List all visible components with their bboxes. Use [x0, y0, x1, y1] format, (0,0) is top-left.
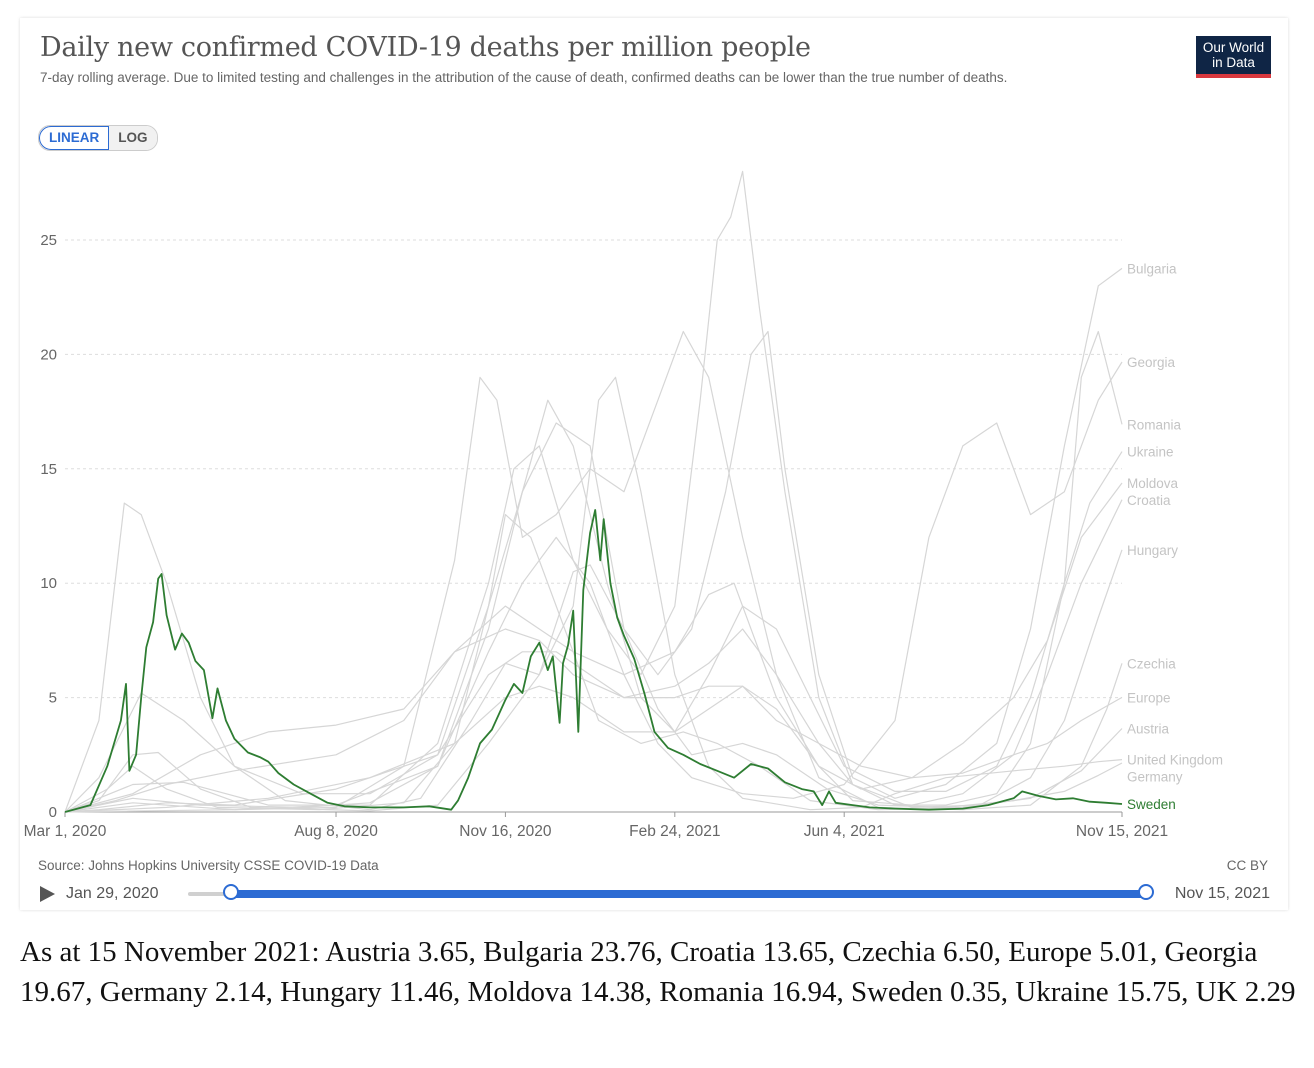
x-tick-label: Nov 16, 2020 [459, 823, 552, 840]
series-line-bulgaria [64, 267, 1123, 813]
series-label-sweden: Sweden [1127, 797, 1176, 812]
chart-title: Daily new confirmed COVID-19 deaths per … [40, 32, 811, 63]
line-chart[interactable]: 0 5 10 15 20 25 Mar 1, 2020 Aug 8, 2020 Nov 16, … [20, 18, 1288, 858]
timeline-start-handle[interactable] [223, 884, 239, 900]
y-tick-label: 25 [40, 232, 57, 249]
series-label-europe: Europe [1127, 690, 1171, 705]
series-line-croatia [64, 399, 1123, 813]
series-label-hungary: Hungary [1127, 543, 1178, 558]
scale-toggle: LINEAR LOG [38, 125, 158, 151]
x-tick-label: Feb 24, 2021 [629, 823, 720, 840]
x-tick-label: Jun 4, 2021 [804, 823, 885, 840]
series-line-hungary [64, 170, 1123, 813]
series-line-europe [64, 651, 1123, 813]
timeline: Jan 29, 2020 Nov 15, 2021 [38, 884, 1270, 904]
source-note[interactable]: Source: Johns Hopkins University CSSE CO… [38, 858, 379, 873]
play-icon[interactable] [40, 886, 55, 902]
series-label-czechia: Czechia [1127, 656, 1176, 671]
series-label-ukraine: Ukraine [1127, 445, 1174, 460]
caption-text: As at 15 November 2021: Austria 3.65, Bu… [20, 936, 1296, 1008]
series-line-czechia [64, 330, 1123, 813]
series-line-moldova [64, 482, 1123, 813]
y-tick-label: 5 [49, 690, 57, 707]
chart-subtitle: 7-day rolling average. Due to limited te… [40, 70, 1008, 85]
series-line-sweden [64, 509, 1123, 813]
series-line-germany [64, 564, 1123, 813]
log-scale-button[interactable]: LOG [109, 126, 157, 150]
series-line-romania [64, 330, 1123, 813]
timeline-start-date: Jan 29, 2020 [66, 885, 159, 902]
chart-card: Daily new confirmed COVID-19 deaths per … [20, 18, 1288, 910]
timeline-end-handle[interactable] [1138, 884, 1154, 900]
x-tick-label: Mar 1, 2020 [24, 823, 107, 840]
y-tick-label: 0 [49, 804, 57, 821]
series-label-georgia: Georgia [1127, 355, 1176, 370]
owid-logo[interactable]: Our World in Data [1196, 36, 1271, 78]
series-line-austria [64, 514, 1123, 813]
logo-line-1: Our World [1202, 40, 1265, 55]
x-tick-label: Aug 8, 2020 [294, 823, 378, 840]
timeline-selected-range[interactable] [231, 890, 1146, 898]
logo-line-2: in Data [1212, 55, 1255, 70]
y-tick-label: 15 [40, 461, 57, 478]
license-link[interactable]: CC BY [1226, 858, 1268, 873]
series-label-bulgaria: Bulgaria [1127, 261, 1177, 276]
series-line-united-kingdom [64, 376, 1123, 813]
timeline-end-date: Nov 15, 2021 [1174, 885, 1270, 902]
series-label-united-kingdom: United Kingdom [1127, 753, 1223, 768]
series-line-ukraine [64, 451, 1123, 813]
y-tick-label: 10 [40, 575, 57, 592]
series-label-romania: Romania [1127, 417, 1182, 432]
y-tick-label: 20 [40, 346, 57, 363]
series-label-germany: Germany [1127, 770, 1183, 785]
series-label-austria: Austria [1127, 721, 1170, 736]
linear-scale-button[interactable]: LINEAR [39, 126, 110, 150]
x-tick-label: Nov 15, 2021 [1076, 823, 1168, 840]
series-label-moldova: Moldova [1127, 476, 1179, 491]
series-label-croatia: Croatia [1127, 493, 1171, 508]
